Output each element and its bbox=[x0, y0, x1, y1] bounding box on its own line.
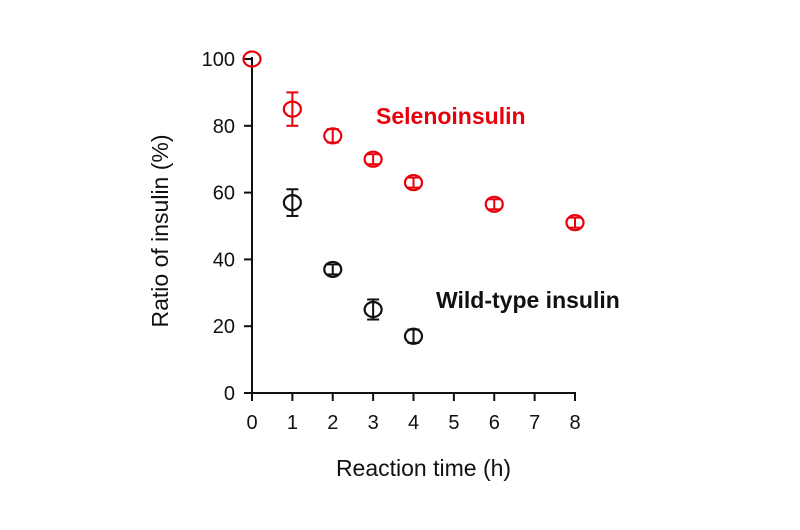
data-marks bbox=[242, 50, 585, 345]
data-point-selenoinsulin bbox=[282, 100, 302, 118]
data-point-wild-type-insulin bbox=[363, 300, 383, 319]
data-point-wild-type-insulin bbox=[282, 194, 302, 212]
data-point-selenoinsulin bbox=[484, 195, 504, 213]
x-tick-label: 8 bbox=[569, 412, 580, 434]
x-tick-label: 0 bbox=[246, 412, 257, 434]
x-tick-label: 6 bbox=[489, 412, 500, 434]
axes: 0 20 40 60 80 100 0 1 2 3 4 5 6 7 8 bbox=[202, 49, 581, 434]
data-point-selenoinsulin bbox=[242, 50, 262, 68]
y-tick-label: 80 bbox=[213, 116, 235, 138]
y-tick-label: 60 bbox=[213, 183, 235, 205]
x-tick-label: 3 bbox=[368, 412, 379, 434]
y-tick-label: 100 bbox=[202, 49, 235, 71]
x-tick-label: 4 bbox=[408, 412, 419, 434]
data-point-wild-type-insulin bbox=[323, 260, 343, 279]
series-label-wild-type-insulin: Wild-type insulin bbox=[436, 287, 620, 313]
y-axis-title: Ratio of insulin (%) bbox=[147, 134, 173, 327]
data-point-selenoinsulin bbox=[363, 150, 383, 168]
x-tick-label: 2 bbox=[327, 412, 338, 434]
x-tick-label: 7 bbox=[529, 412, 540, 434]
data-point-selenoinsulin bbox=[565, 214, 585, 232]
series-label-selenoinsulin: Selenoinsulin bbox=[376, 103, 526, 129]
data-point-selenoinsulin bbox=[323, 127, 343, 145]
y-tick-label: 20 bbox=[213, 316, 235, 338]
data-point-wild-type-insulin bbox=[403, 327, 424, 345]
data-point-selenoinsulin bbox=[403, 173, 424, 192]
y-tick-label: 0 bbox=[224, 383, 235, 405]
y-tick-label: 40 bbox=[213, 249, 235, 271]
x-axis-title: Reaction time (h) bbox=[336, 455, 511, 481]
x-tick-label: 1 bbox=[287, 412, 298, 434]
x-tick-label: 5 bbox=[448, 412, 459, 434]
